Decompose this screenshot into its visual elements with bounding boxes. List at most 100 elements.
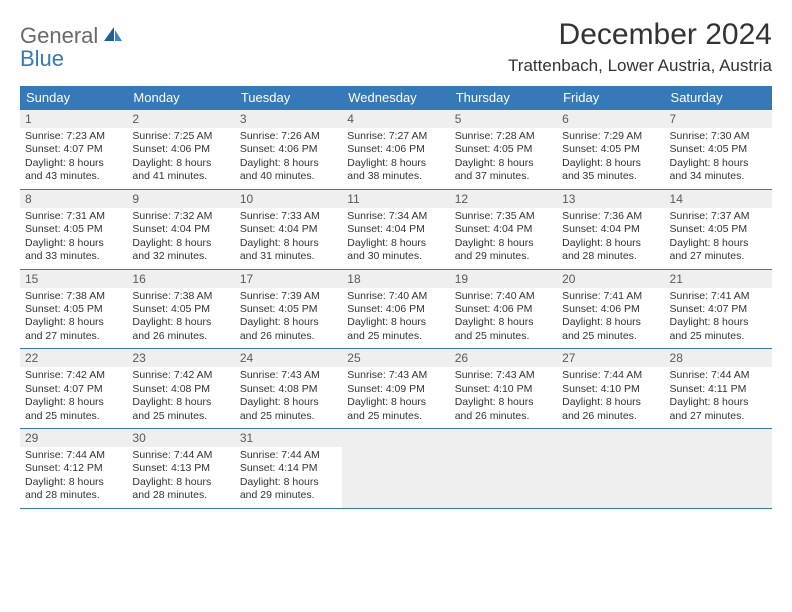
day-header: Wednesday: [342, 86, 449, 110]
day-number: 9: [127, 190, 234, 208]
month-title: December 2024: [508, 18, 772, 52]
day-info: Sunrise: 7:40 AMSunset: 4:06 PMDaylight:…: [455, 290, 552, 344]
day-cell: 9 Sunrise: 7:32 AMSunset: 4:04 PMDaylight…: [127, 190, 234, 269]
day-info: Sunrise: 7:27 AMSunset: 4:06 PMDaylight:…: [347, 130, 444, 184]
week-row: 15 Sunrise: 7:38 AMSunset: 4:05 PMDayligh…: [20, 270, 772, 350]
day-info: Sunrise: 7:41 AMSunset: 4:06 PMDaylight:…: [562, 290, 659, 344]
day-number: 17: [235, 270, 342, 288]
day-info: Sunrise: 7:44 AMSunset: 4:11 PMDaylight:…: [670, 369, 767, 423]
day-number: 27: [557, 349, 664, 367]
logo-line1: General: [20, 23, 98, 48]
logo-line2: Blue: [20, 46, 64, 71]
day-number: 20: [557, 270, 664, 288]
day-cell: 12 Sunrise: 7:35 AMSunset: 4:04 PMDayligh…: [450, 190, 557, 269]
day-number: 8: [20, 190, 127, 208]
day-info: Sunrise: 7:44 AMSunset: 4:13 PMDaylight:…: [132, 449, 229, 503]
day-info: Sunrise: 7:38 AMSunset: 4:05 PMDaylight:…: [132, 290, 229, 344]
day-cell: 21 Sunrise: 7:41 AMSunset: 4:07 PMDayligh…: [665, 270, 772, 349]
day-cell: 19 Sunrise: 7:40 AMSunset: 4:06 PMDayligh…: [450, 270, 557, 349]
day-number: 14: [665, 190, 772, 208]
calendar-body: 1Sunrise: 7:23 AMSunset: 4:07 PMDaylight…: [20, 110, 772, 509]
day-cell: 7Sunrise: 7:30 AMSunset: 4:05 PMDaylight…: [665, 110, 772, 189]
day-header: Friday: [557, 86, 664, 110]
day-cell: 27Sunrise: 7:44 AMSunset: 4:10 PMDayligh…: [557, 349, 664, 428]
week-row: 8Sunrise: 7:31 AMSunset: 4:05 PMDaylight…: [20, 190, 772, 270]
day-number: 7: [665, 110, 772, 128]
day-cell: 1Sunrise: 7:23 AMSunset: 4:07 PMDaylight…: [20, 110, 127, 189]
day-cell-empty: [342, 429, 449, 508]
day-info: Sunrise: 7:39 AMSunset: 4:05 PMDaylight:…: [240, 290, 337, 344]
day-number: 10: [235, 190, 342, 208]
week-row: 29 Sunrise: 7:44 AMSunset: 4:12 PMDayligh…: [20, 429, 772, 509]
day-cell-empty: [450, 429, 557, 508]
day-cell-empty: [557, 429, 664, 508]
day-cell: 31Sunrise: 7:44 AMSunset: 4:14 PMDayligh…: [235, 429, 342, 508]
day-info: Sunrise: 7:44 AMSunset: 4:12 PMDaylight:…: [25, 449, 122, 503]
day-number: 3: [235, 110, 342, 128]
week-row: 22Sunrise: 7:42 AMSunset: 4:07 PMDayligh…: [20, 349, 772, 429]
day-info: Sunrise: 7:25 AMSunset: 4:06 PMDaylight:…: [132, 130, 229, 184]
day-cell: 13Sunrise: 7:36 AMSunset: 4:04 PMDayligh…: [557, 190, 664, 269]
day-number: 16: [127, 270, 234, 288]
day-number: 25: [342, 349, 449, 367]
day-header: Monday: [127, 86, 234, 110]
day-cell: 29 Sunrise: 7:44 AMSunset: 4:12 PMDayligh…: [20, 429, 127, 508]
day-cell: 4Sunrise: 7:27 AMSunset: 4:06 PMDaylight…: [342, 110, 449, 189]
day-info: Sunrise: 7:34 AMSunset: 4:04 PMDaylight:…: [347, 210, 444, 264]
day-number: 29: [20, 429, 127, 447]
day-cell: 16 Sunrise: 7:38 AMSunset: 4:05 PMDayligh…: [127, 270, 234, 349]
day-cell: 18Sunrise: 7:40 AMSunset: 4:06 PMDayligh…: [342, 270, 449, 349]
day-info: Sunrise: 7:38 AMSunset: 4:05 PMDaylight:…: [25, 290, 122, 344]
day-info: Sunrise: 7:26 AMSunset: 4:06 PMDaylight:…: [240, 130, 337, 184]
day-number: 28: [665, 349, 772, 367]
day-number: 24: [235, 349, 342, 367]
day-number: 22: [20, 349, 127, 367]
day-cell: 22Sunrise: 7:42 AMSunset: 4:07 PMDayligh…: [20, 349, 127, 428]
day-header: Tuesday: [235, 86, 342, 110]
day-number: 21: [665, 270, 772, 288]
day-info: Sunrise: 7:43 AMSunset: 4:08 PMDaylight:…: [240, 369, 337, 423]
day-number: 5: [450, 110, 557, 128]
week-row: 1Sunrise: 7:23 AMSunset: 4:07 PMDaylight…: [20, 110, 772, 190]
day-cell: 23Sunrise: 7:42 AMSunset: 4:08 PMDayligh…: [127, 349, 234, 428]
day-number: 23: [127, 349, 234, 367]
day-number: 19: [450, 270, 557, 288]
day-number: 30: [127, 429, 234, 447]
day-cell: 10 Sunrise: 7:33 AMSunset: 4:04 PMDayligh…: [235, 190, 342, 269]
day-info: Sunrise: 7:33 AMSunset: 4:04 PMDaylight:…: [240, 210, 337, 264]
calendar: SundayMondayTuesdayWednesdayThursdayFrid…: [20, 86, 772, 509]
logo-sail-icon: [102, 24, 124, 47]
day-info: Sunrise: 7:29 AMSunset: 4:05 PMDaylight:…: [562, 130, 659, 184]
day-info: Sunrise: 7:28 AMSunset: 4:05 PMDaylight:…: [455, 130, 552, 184]
day-number: 18: [342, 270, 449, 288]
logo: General Blue: [20, 18, 124, 70]
day-info: Sunrise: 7:23 AMSunset: 4:07 PMDaylight:…: [25, 130, 122, 184]
day-cell: 30 Sunrise: 7:44 AMSunset: 4:13 PMDayligh…: [127, 429, 234, 508]
day-info: Sunrise: 7:32 AMSunset: 4:04 PMDaylight:…: [132, 210, 229, 264]
day-number: 6: [557, 110, 664, 128]
day-cell: 26Sunrise: 7:43 AMSunset: 4:10 PMDayligh…: [450, 349, 557, 428]
day-cell: 5 Sunrise: 7:28 AMSunset: 4:05 PMDaylight…: [450, 110, 557, 189]
day-number: 12: [450, 190, 557, 208]
day-number: 15: [20, 270, 127, 288]
day-cell: 17 Sunrise: 7:39 AMSunset: 4:05 PMDayligh…: [235, 270, 342, 349]
day-header-row: SundayMondayTuesdayWednesdayThursdayFrid…: [20, 86, 772, 110]
location: Trattenbach, Lower Austria, Austria: [508, 56, 772, 76]
day-info: Sunrise: 7:37 AMSunset: 4:05 PMDaylight:…: [670, 210, 767, 264]
day-cell: 14 Sunrise: 7:37 AMSunset: 4:05 PMDayligh…: [665, 190, 772, 269]
day-cell: 20 Sunrise: 7:41 AMSunset: 4:06 PMDayligh…: [557, 270, 664, 349]
day-info: Sunrise: 7:43 AMSunset: 4:10 PMDaylight:…: [455, 369, 552, 423]
day-cell: 6 Sunrise: 7:29 AMSunset: 4:05 PMDaylight…: [557, 110, 664, 189]
day-cell: 15 Sunrise: 7:38 AMSunset: 4:05 PMDayligh…: [20, 270, 127, 349]
day-cell: 3 Sunrise: 7:26 AMSunset: 4:06 PMDaylight…: [235, 110, 342, 189]
day-cell-empty: [665, 429, 772, 508]
day-header: Sunday: [20, 86, 127, 110]
day-info: Sunrise: 7:41 AMSunset: 4:07 PMDaylight:…: [670, 290, 767, 344]
day-cell: 8Sunrise: 7:31 AMSunset: 4:05 PMDaylight…: [20, 190, 127, 269]
day-info: Sunrise: 7:44 AMSunset: 4:14 PMDaylight:…: [240, 449, 337, 503]
day-cell: 25Sunrise: 7:43 AMSunset: 4:09 PMDayligh…: [342, 349, 449, 428]
day-cell: 28 Sunrise: 7:44 AMSunset: 4:11 PMDayligh…: [665, 349, 772, 428]
day-info: Sunrise: 7:35 AMSunset: 4:04 PMDaylight:…: [455, 210, 552, 264]
header: General Blue December 2024 Trattenbach, …: [20, 18, 772, 76]
day-number: 2: [127, 110, 234, 128]
